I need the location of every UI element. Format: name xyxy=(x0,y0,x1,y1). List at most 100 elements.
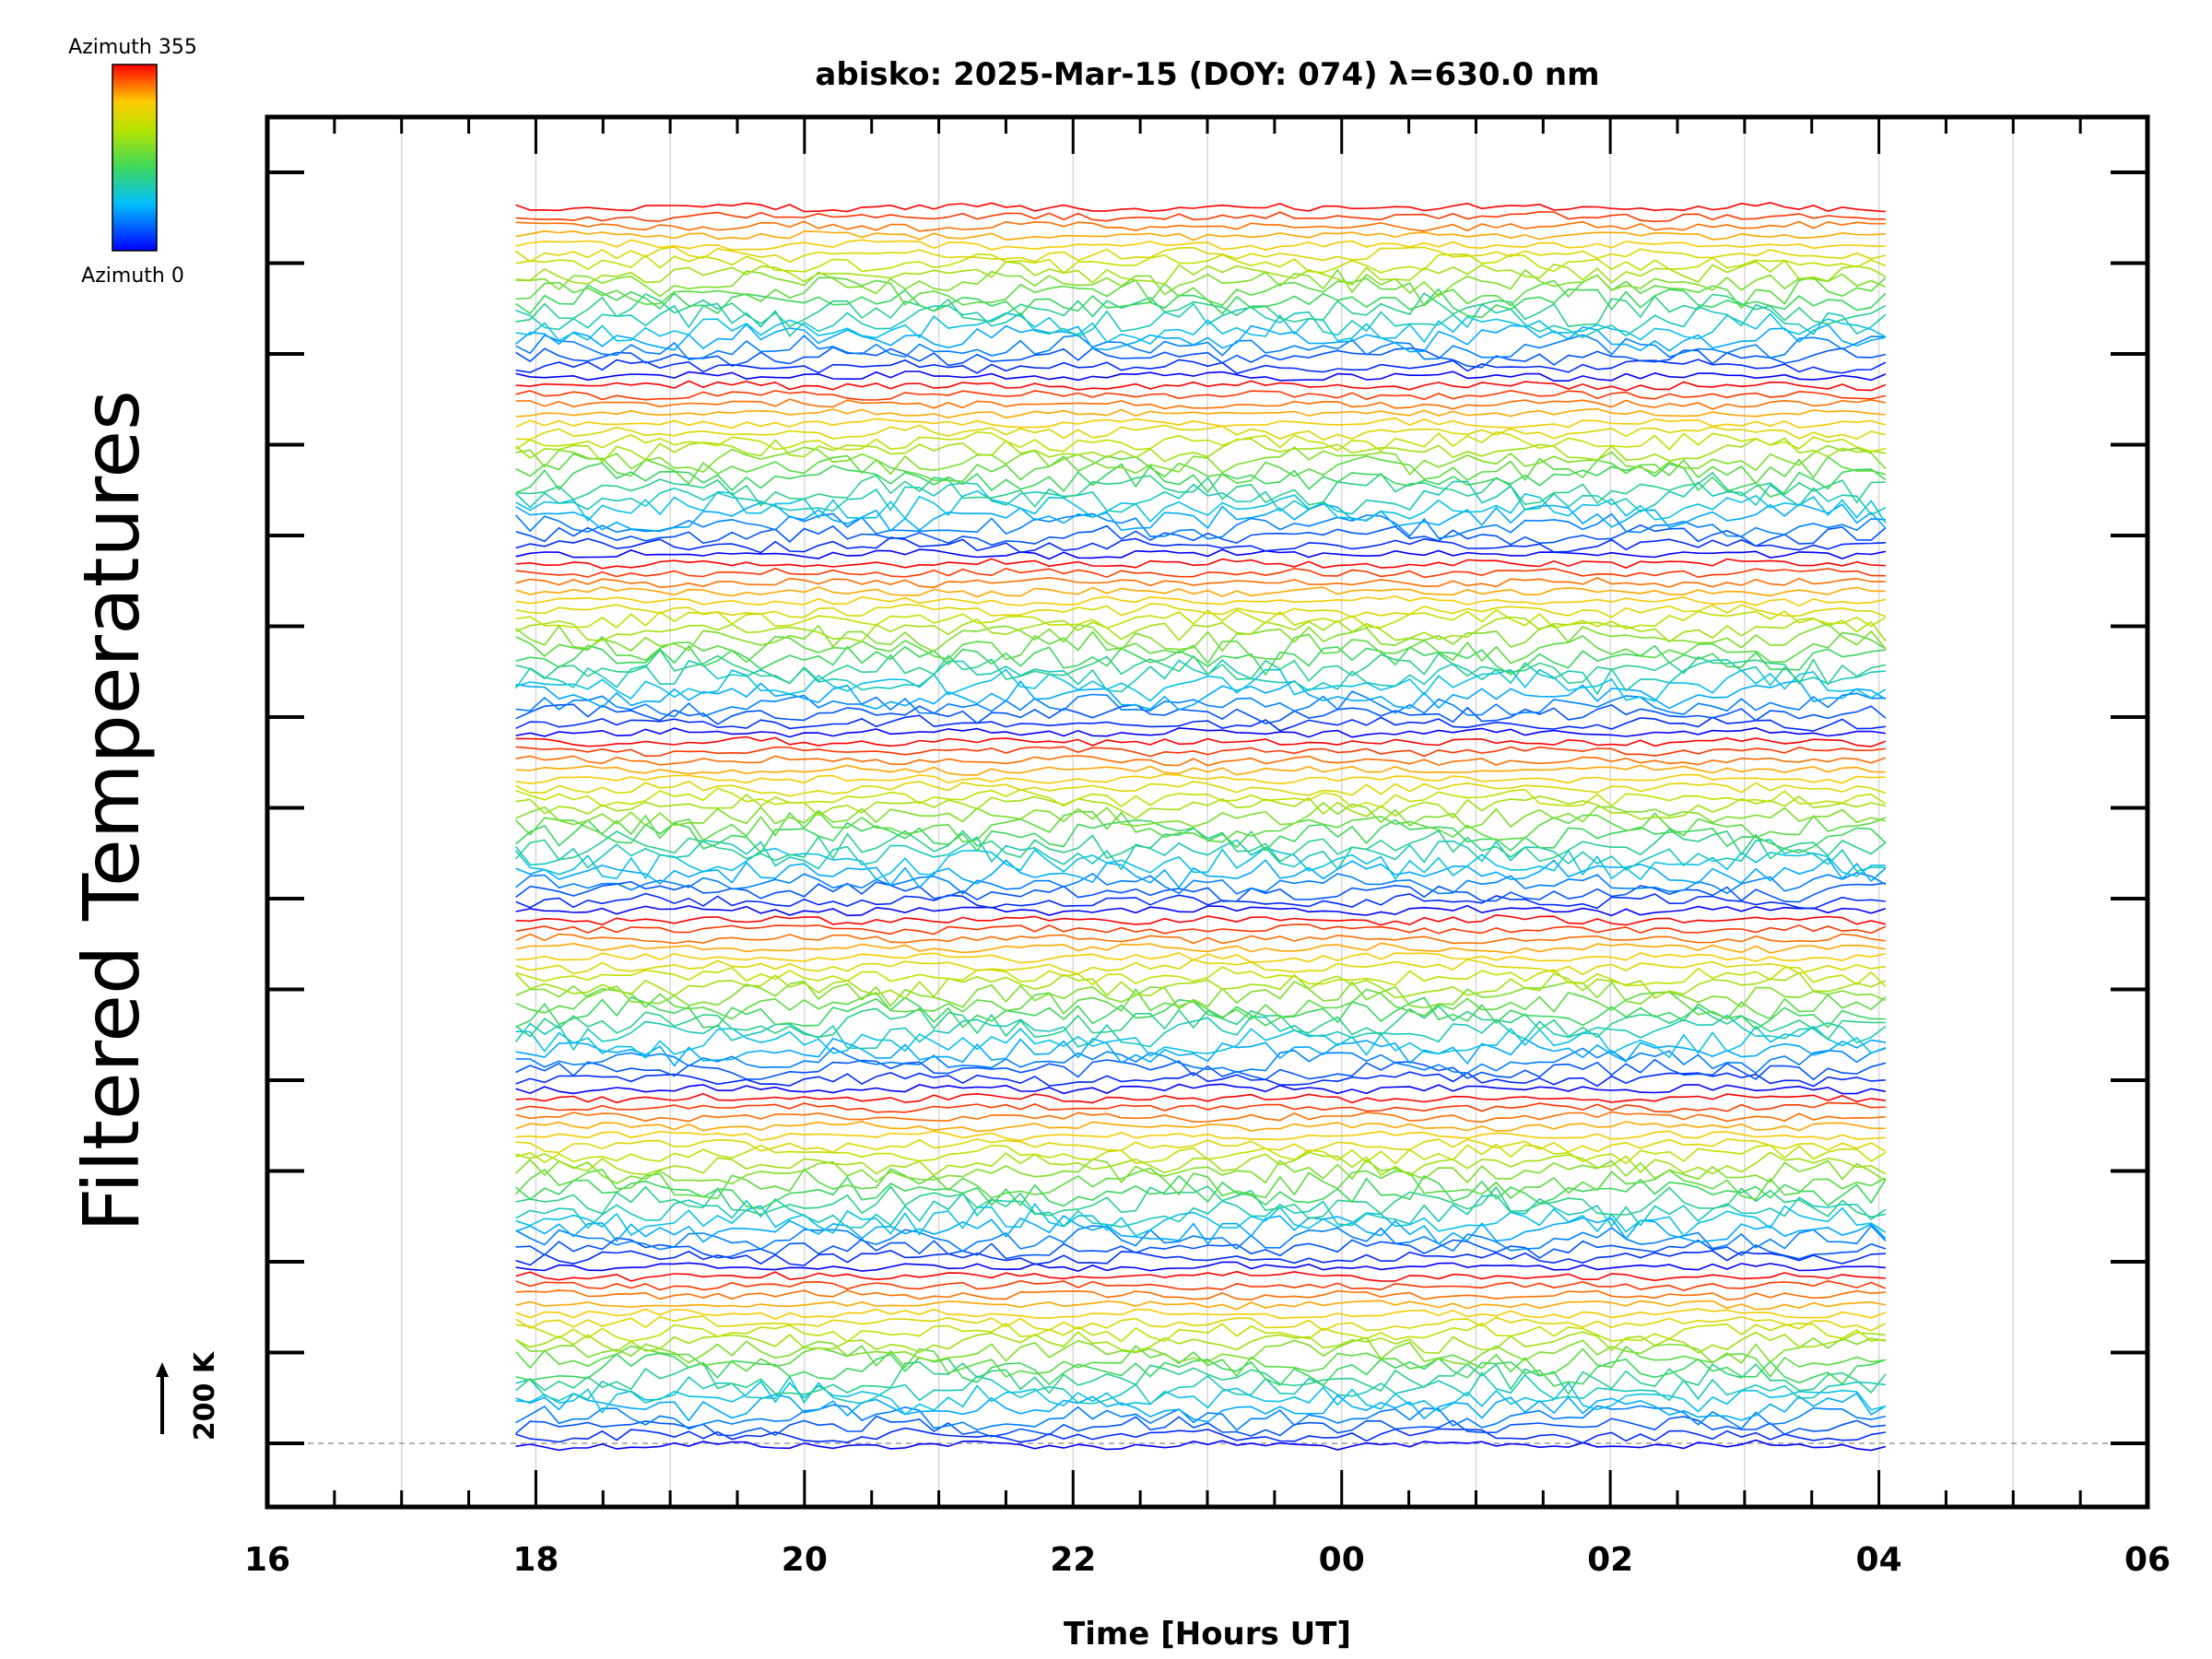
series-line xyxy=(515,764,1886,776)
series-line xyxy=(515,1202,1887,1238)
series-line xyxy=(515,210,1886,223)
series-line xyxy=(515,444,1887,477)
x-tick-label: 02 xyxy=(1587,1541,1633,1579)
series-line xyxy=(515,246,1887,263)
series-line xyxy=(515,229,1886,241)
series-line xyxy=(515,780,1887,797)
x-tick-label: 22 xyxy=(1050,1541,1096,1579)
chart-title: abisko: 2025-Mar-15 (DOY: 074) λ=630.0 n… xyxy=(815,56,1599,93)
series-line xyxy=(515,1058,1887,1081)
series-line xyxy=(515,430,1887,453)
series-line xyxy=(515,1261,1886,1273)
series-line xyxy=(515,585,1886,598)
series-line xyxy=(515,880,1887,903)
series-line xyxy=(515,389,1887,401)
series-line xyxy=(515,933,1887,945)
series-line xyxy=(515,1336,1887,1366)
colorbar: Azimuth 355 Azimuth 0 xyxy=(68,36,197,288)
series-line xyxy=(515,1270,1886,1282)
scale-bar-label: 200 K xyxy=(189,1350,221,1441)
series-line xyxy=(515,1130,1886,1142)
series-line xyxy=(515,489,1887,524)
series-line xyxy=(515,323,1887,353)
series-line xyxy=(515,424,1887,441)
series-line xyxy=(515,690,1886,718)
series-line xyxy=(515,1331,1886,1355)
series-line xyxy=(515,1174,1887,1210)
series-line xyxy=(515,576,1886,589)
series-line xyxy=(515,1046,1887,1075)
series-line xyxy=(515,1083,1887,1095)
series-line xyxy=(515,1322,1886,1343)
series-line xyxy=(515,735,1887,747)
series-line xyxy=(515,714,1887,732)
series-line xyxy=(515,417,1887,429)
x-axis-label: Time [Hours UT] xyxy=(1064,1616,1351,1653)
series-line xyxy=(515,608,1887,629)
series-line xyxy=(515,924,1887,935)
series-line xyxy=(515,668,1887,702)
series-line xyxy=(515,892,1886,910)
series-line xyxy=(515,1121,1886,1133)
series-line xyxy=(515,1138,1887,1154)
series-line xyxy=(515,536,1886,554)
series-line xyxy=(515,1215,1887,1246)
series-line xyxy=(514,846,1886,881)
series-line xyxy=(515,462,1887,498)
series-line xyxy=(515,644,1886,677)
series-line xyxy=(515,407,1886,419)
axis-ticks xyxy=(265,117,2149,1507)
series-line xyxy=(515,259,1887,286)
series-line xyxy=(515,959,1887,976)
series-line xyxy=(515,616,1887,643)
series-line xyxy=(515,558,1886,570)
series-line xyxy=(515,630,1887,665)
x-tick-label: 06 xyxy=(2124,1541,2171,1579)
series-line xyxy=(515,1279,1887,1292)
series-line xyxy=(515,1361,1887,1395)
x-tick-label: 16 xyxy=(244,1541,290,1579)
series-line xyxy=(515,567,1886,579)
series-line xyxy=(515,904,1887,917)
scale-bar-arrowhead xyxy=(156,1362,169,1377)
y-axis-label: Filtered Temperatures xyxy=(66,390,157,1232)
series-line xyxy=(515,726,1887,738)
series-line xyxy=(515,292,1887,328)
series-line xyxy=(515,1185,1887,1220)
series-line xyxy=(515,1101,1886,1113)
series-line xyxy=(515,548,1887,560)
series-line xyxy=(515,1224,1887,1253)
series-line xyxy=(514,836,1886,873)
series-line xyxy=(515,239,1886,252)
series-line xyxy=(515,1289,1886,1301)
series-line xyxy=(515,1439,1887,1452)
series-line xyxy=(515,1300,1887,1311)
series-line xyxy=(515,794,1887,820)
series-line xyxy=(515,971,1887,1000)
colorbar-gradient xyxy=(112,64,158,252)
series-line xyxy=(515,966,1887,988)
series-line xyxy=(515,755,1887,767)
series-line xyxy=(515,913,1887,926)
series-line xyxy=(515,1158,1887,1185)
series-line xyxy=(515,334,1886,361)
series-line xyxy=(515,703,1887,725)
x-tick-labels: 16 18 20 22 00 02 04 06 xyxy=(244,1541,2171,1579)
series-line xyxy=(515,980,1887,1010)
series-line xyxy=(515,398,1887,410)
series-line xyxy=(515,1237,1887,1260)
series-line xyxy=(515,622,1887,653)
series-lines xyxy=(514,201,1887,1452)
series-line xyxy=(515,1143,1887,1165)
series-line xyxy=(515,274,1887,310)
series-line xyxy=(515,810,1887,843)
series-line xyxy=(515,1315,1887,1332)
colorbar-top-label: Azimuth 355 xyxy=(68,36,197,59)
series-line xyxy=(515,480,1887,516)
scale-bar: 200 K xyxy=(156,1350,221,1441)
series-line xyxy=(515,1308,1887,1320)
series-line xyxy=(515,679,1887,712)
series-line xyxy=(515,773,1886,785)
